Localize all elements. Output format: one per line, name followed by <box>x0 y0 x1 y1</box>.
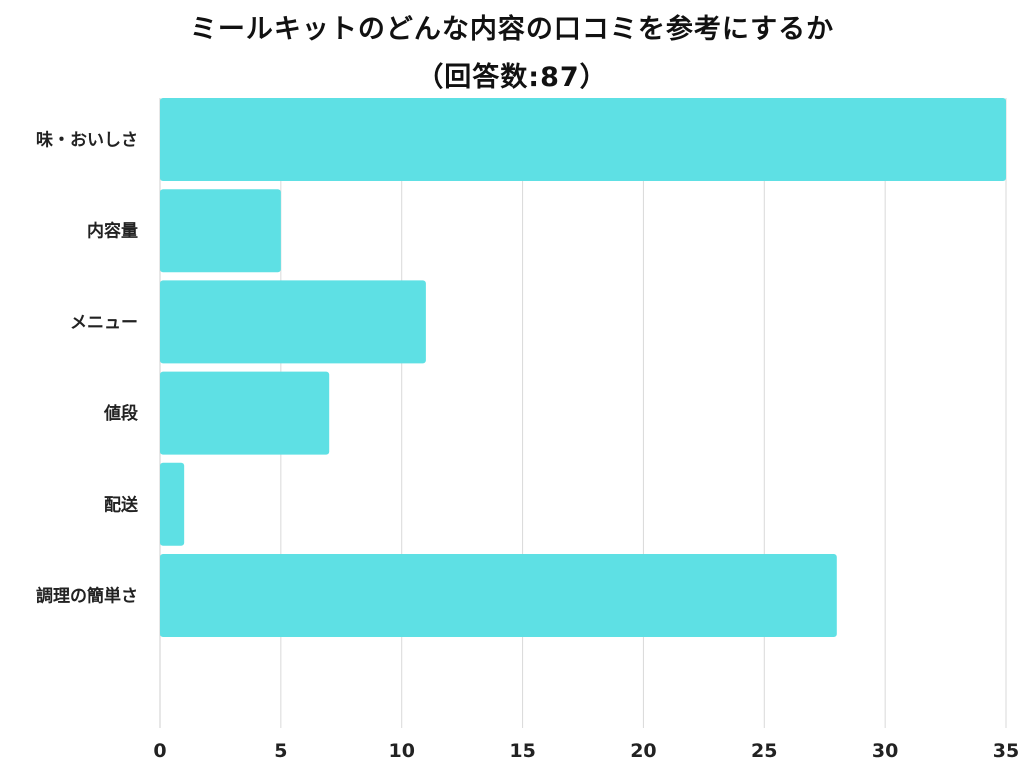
x-tick-label-5: 25 <box>751 740 777 762</box>
x-tick-label-6: 30 <box>872 740 898 762</box>
category-label-0: 味・おいしさ <box>36 130 138 151</box>
x-tick-label-2: 10 <box>388 740 414 762</box>
x-tick-label-4: 20 <box>630 740 656 762</box>
x-tick-label-0: 0 <box>153 740 166 762</box>
chart-title: ミールキットのどんな内容の口コミを参考にするか <box>189 14 835 45</box>
bar-3 <box>160 371 330 455</box>
bar-0 <box>160 98 1006 181</box>
category-label-4: 配送 <box>104 494 139 515</box>
category-label-5: 調理の簡単さ <box>36 586 138 607</box>
category-label-2: メニュー <box>70 313 138 333</box>
bar-5 <box>160 554 837 637</box>
bar-1 <box>160 189 281 273</box>
category-label-1: 内容量 <box>87 221 138 242</box>
x-tick-label-3: 15 <box>509 740 535 762</box>
category-label-3: 値段 <box>103 403 138 424</box>
x-tick-label-7: 35 <box>993 740 1019 762</box>
bar-2 <box>160 280 426 364</box>
bar-4 <box>160 462 185 546</box>
x-tick-label-1: 5 <box>274 740 287 762</box>
chart-subtitle: （回答数:87） <box>416 62 608 93</box>
